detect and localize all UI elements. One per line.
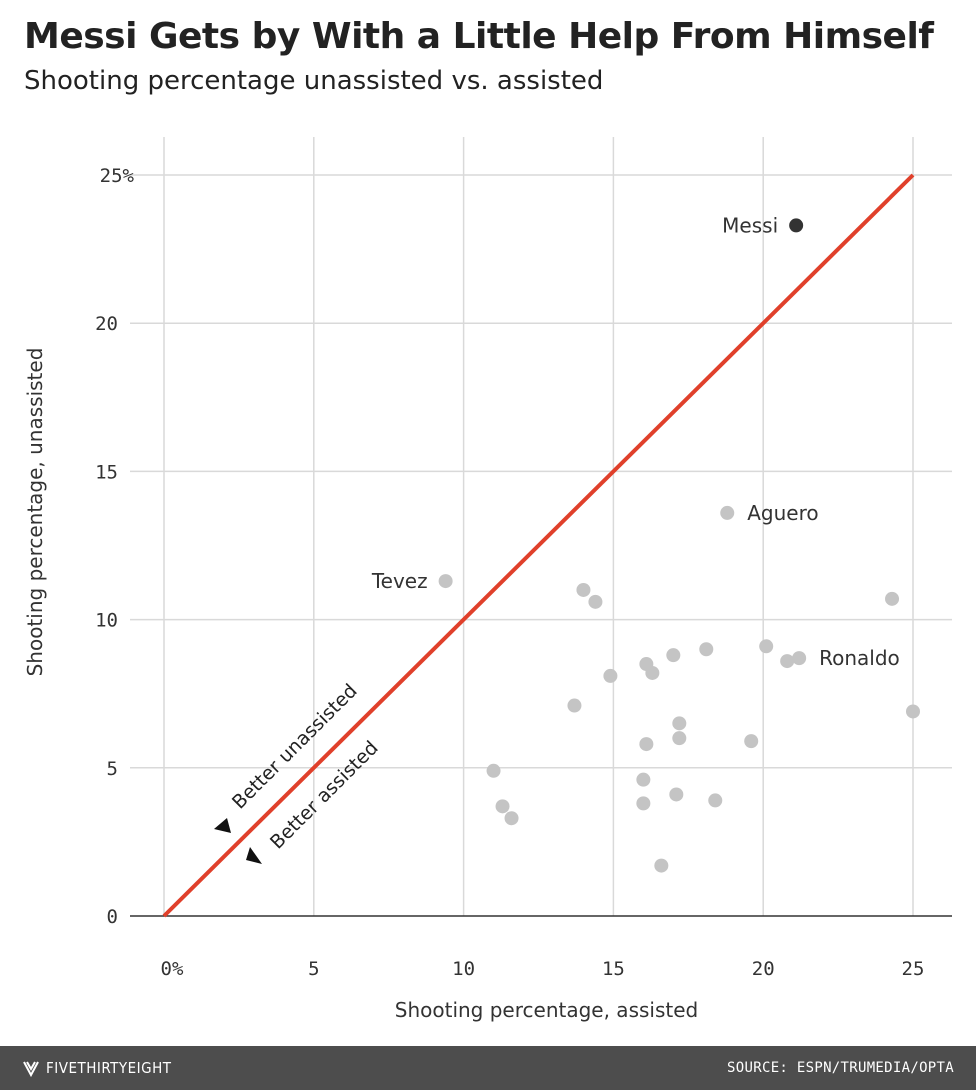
data-point	[669, 787, 684, 802]
data-point	[744, 734, 759, 749]
y-tick-label: 15	[95, 461, 118, 483]
x-axis-ticks: 0% 5 10 15 20 25	[161, 958, 925, 980]
data-point	[636, 772, 651, 787]
y-tick-label: 0	[107, 906, 118, 928]
x-tick-label: 5	[308, 958, 319, 980]
data-point	[672, 716, 687, 731]
data-point	[567, 698, 582, 713]
data-point	[666, 648, 681, 663]
reference-line	[162, 173, 915, 918]
data-point-tevez	[438, 574, 453, 589]
data-points: Aguero Tevez Ronaldo Messi	[371, 213, 920, 873]
data-point	[504, 811, 519, 826]
grid	[130, 137, 952, 917]
data-point	[885, 591, 900, 606]
data-point	[906, 704, 920, 719]
data-point	[603, 668, 618, 683]
data-point	[636, 796, 651, 811]
data-point	[486, 763, 501, 778]
scatter-chart: 0% 5 10 15 20 25 0 5 10 15 20 25% Aguero Tevez Ronal…	[23, 137, 952, 1022]
data-point	[645, 665, 660, 680]
data-point	[495, 799, 510, 814]
y-tick-label: 10	[95, 610, 118, 632]
chart-subtitle: Shooting percentage unassisted vs. assis…	[24, 66, 604, 96]
brand: FIVETHIRTYEIGHT	[22, 1059, 171, 1077]
x-axis-label: Shooting percentage, assisted	[395, 998, 698, 1022]
x-tick-label: 0%	[161, 958, 184, 980]
point-label-messi: Messi	[722, 213, 778, 237]
source-credit: SOURCE: ESPN/TRUMEDIA/OPTA	[727, 1060, 954, 1076]
y-tick-label: 5	[107, 758, 118, 780]
chart-title: Messi Gets by With a Little Help From Hi…	[24, 16, 934, 57]
data-point	[672, 731, 687, 746]
data-point	[576, 582, 591, 597]
data-point	[639, 737, 654, 752]
y-axis-label: Shooting percentage, unassisted	[23, 348, 47, 677]
data-point-messi	[789, 218, 804, 233]
data-point	[780, 654, 795, 669]
data-point-aguero	[720, 505, 735, 520]
data-point	[654, 858, 669, 873]
footer-bar: FIVETHIRTYEIGHT SOURCE: ESPN/TRUMEDIA/OP…	[0, 1046, 976, 1090]
data-point	[759, 639, 774, 654]
arrow-unassisted-icon	[214, 818, 231, 833]
fivethirtyeight-logo-icon	[23, 1061, 39, 1077]
x-tick-label: 15	[602, 958, 625, 980]
x-tick-label: 10	[452, 958, 475, 980]
arrow-assisted-icon	[246, 847, 262, 864]
data-point-ronaldo	[792, 651, 807, 666]
data-point	[699, 642, 714, 657]
x-tick-label: 25	[902, 958, 925, 980]
point-label-tevez: Tevez	[371, 569, 428, 593]
brand-name: FIVETHIRTYEIGHT	[46, 1059, 172, 1077]
x-tick-label: 20	[752, 958, 775, 980]
annotation-better-unassisted: Better unassisted	[228, 680, 362, 814]
data-point	[708, 793, 723, 808]
point-label-ronaldo: Ronaldo	[819, 646, 900, 670]
data-point	[588, 594, 603, 609]
y-axis-ticks: 0 5 10 15 20 25%	[95, 165, 134, 928]
y-tick-label: 25%	[100, 165, 135, 187]
y-tick-label: 20	[95, 313, 118, 335]
point-label-aguero: Aguero	[747, 501, 818, 525]
